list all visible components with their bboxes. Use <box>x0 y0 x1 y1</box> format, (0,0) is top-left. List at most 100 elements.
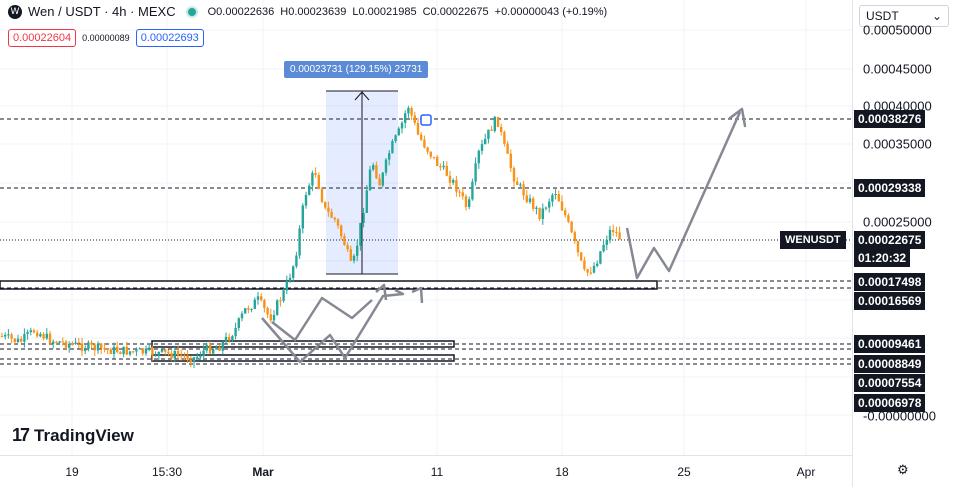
sell-button[interactable]: 0.00022604 <box>8 29 77 47</box>
candle-body <box>221 341 224 351</box>
candle-body <box>61 341 64 343</box>
candle-body <box>384 159 388 173</box>
tradingview-logo-text: TradingView <box>34 425 134 445</box>
candle-body <box>77 342 80 344</box>
candle-body <box>29 330 32 333</box>
candle-body <box>74 342 77 344</box>
projection-path-forward <box>625 111 742 280</box>
candle-body <box>484 138 487 145</box>
chart-area[interactable]: W Wen / USDT · 4h · MEXC O0.00022636 H0.… <box>0 0 852 455</box>
candle-body <box>541 208 544 219</box>
candle-body <box>400 122 404 129</box>
candle-body <box>618 232 621 240</box>
candle-body <box>151 347 154 356</box>
candle-body <box>423 139 426 148</box>
candle-body <box>455 180 458 192</box>
price-label: 0.00007554 <box>854 374 926 392</box>
candle-body <box>301 205 304 229</box>
candle-body <box>128 351 132 355</box>
candle-body <box>234 327 237 337</box>
candle-body <box>157 351 160 356</box>
candle-body <box>231 336 234 341</box>
candle-body <box>503 132 506 144</box>
price-chart[interactable] <box>0 0 852 455</box>
candle-body <box>308 185 311 195</box>
ohlc-high: H0.00023639 <box>280 5 347 18</box>
time-label: 25 <box>677 465 691 479</box>
candle-body <box>87 342 90 350</box>
candle-body <box>429 151 432 157</box>
horizontal-levels <box>0 118 852 365</box>
candle-body <box>189 359 192 363</box>
time-label: 19 <box>65 465 79 479</box>
candle-body <box>394 135 397 142</box>
candle-body <box>343 236 346 246</box>
candle-body <box>164 349 167 352</box>
candle-body <box>564 210 567 216</box>
candle-body <box>573 232 576 242</box>
price-axis[interactable]: USDT ⌄ 0.00050000 0.00045000 0.00040000 … <box>852 0 954 487</box>
candle-body <box>439 166 442 168</box>
candle-body <box>445 165 448 176</box>
candle-body <box>116 346 119 353</box>
candle-body <box>298 228 301 256</box>
candle-body <box>480 144 484 151</box>
candle-body <box>4 334 7 337</box>
time-label: 15:30 <box>151 465 183 479</box>
candle-body <box>263 300 266 309</box>
candle-body <box>253 299 256 309</box>
tradingview-logo-icon: 17 <box>12 425 30 445</box>
candle-body <box>13 338 16 343</box>
candle-body <box>112 346 116 355</box>
candle-body <box>599 251 602 264</box>
candle-body <box>154 355 157 357</box>
time-label: 18 <box>555 465 569 479</box>
candle-body <box>250 308 253 310</box>
measure-tool-label[interactable]: 0.00023731 (129.15%) 23731 <box>284 61 429 78</box>
candle-body <box>452 180 455 183</box>
candle-body <box>544 207 548 209</box>
candle-body <box>100 343 103 349</box>
settings-gear-icon[interactable]: ⚙ <box>897 462 909 477</box>
candle-body <box>228 336 231 341</box>
candle-body <box>615 232 618 234</box>
tradingview-logo[interactable]: 17 TradingView <box>12 425 134 446</box>
candle-body <box>148 347 151 349</box>
time-axis[interactable]: 19 15:30 Mar 11 18 25 Apr <box>0 455 852 487</box>
symbol-title[interactable]: Wen / USDT · 4h · MEXC <box>28 4 176 19</box>
candle-body <box>96 343 100 351</box>
candle-body <box>560 201 564 211</box>
candle-body <box>426 147 429 152</box>
candle-body <box>176 350 180 356</box>
ohlc-change: +0.00000043 (+0.19%) <box>494 5 608 18</box>
candle-body <box>490 129 493 131</box>
wen-logo-icon[interactable]: W <box>8 4 22 19</box>
candle-body <box>180 355 183 357</box>
candle-body <box>576 241 580 253</box>
ohlc-low: L0.00021985 <box>352 5 417 18</box>
candle-body <box>192 357 196 363</box>
candle-body <box>205 345 208 351</box>
currency-selector[interactable]: USDT ⌄ <box>859 5 949 27</box>
candle-body <box>352 255 356 261</box>
candle-body <box>109 349 112 355</box>
candle-body <box>39 334 42 337</box>
candle-body <box>215 347 218 350</box>
time-label: Mar <box>252 465 274 479</box>
candle-body <box>506 143 509 154</box>
candle-body <box>288 277 292 282</box>
candle-body <box>448 175 452 183</box>
buy-button[interactable]: 0.00022693 <box>135 29 204 47</box>
candle-body <box>471 181 474 200</box>
candle-body <box>388 153 391 160</box>
candle-body <box>477 150 480 164</box>
market-status-dot[interactable] <box>187 7 196 16</box>
candle-body <box>80 343 84 351</box>
candle-body <box>58 341 61 343</box>
candle-body <box>314 172 317 175</box>
candle-body <box>224 336 228 342</box>
candle-body <box>144 348 148 354</box>
price-tick: -0.00000000 <box>863 408 937 424</box>
candle-body <box>173 350 176 359</box>
price-label: 0.00017498 <box>854 273 926 291</box>
